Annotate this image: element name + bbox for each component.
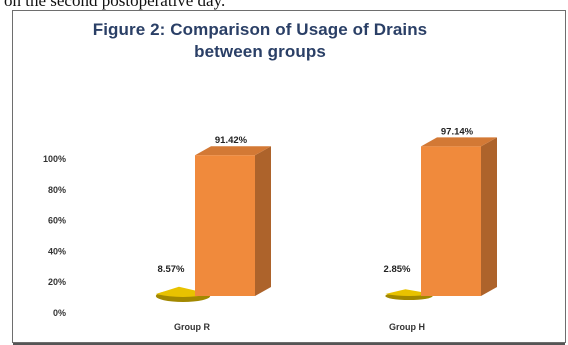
bar-side-face [481, 137, 497, 296]
bar-mark [421, 146, 481, 296]
y-tick-label: 100% [43, 154, 66, 164]
small-value-disc-mark [385, 289, 433, 296]
chart-title-line-1: Figure 2: Comparison of Usage of Drains [92, 20, 428, 39]
bar-top-face [195, 146, 271, 156]
y-tick-label: 20% [48, 277, 66, 287]
y-tick-label: 40% [48, 246, 66, 256]
data-label: 8.57% [158, 264, 185, 275]
y-tick-label: 80% [48, 185, 66, 195]
bar-mark [195, 155, 255, 296]
chart-title-line-2: between groups [194, 42, 326, 61]
x-tick-label: Group R [174, 322, 210, 332]
bar-side-face [255, 146, 271, 296]
data-label: 2.85% [384, 264, 411, 275]
x-tick-label: Group H [389, 322, 425, 332]
data-label: 91.42% [215, 135, 248, 146]
data-label: 97.14% [441, 126, 474, 137]
y-tick-label: 60% [48, 216, 66, 226]
bar-top-face [421, 137, 497, 147]
caption-text-fragment: on the second postoperative day. [4, 0, 226, 10]
y-tick-label: 0% [53, 308, 66, 318]
